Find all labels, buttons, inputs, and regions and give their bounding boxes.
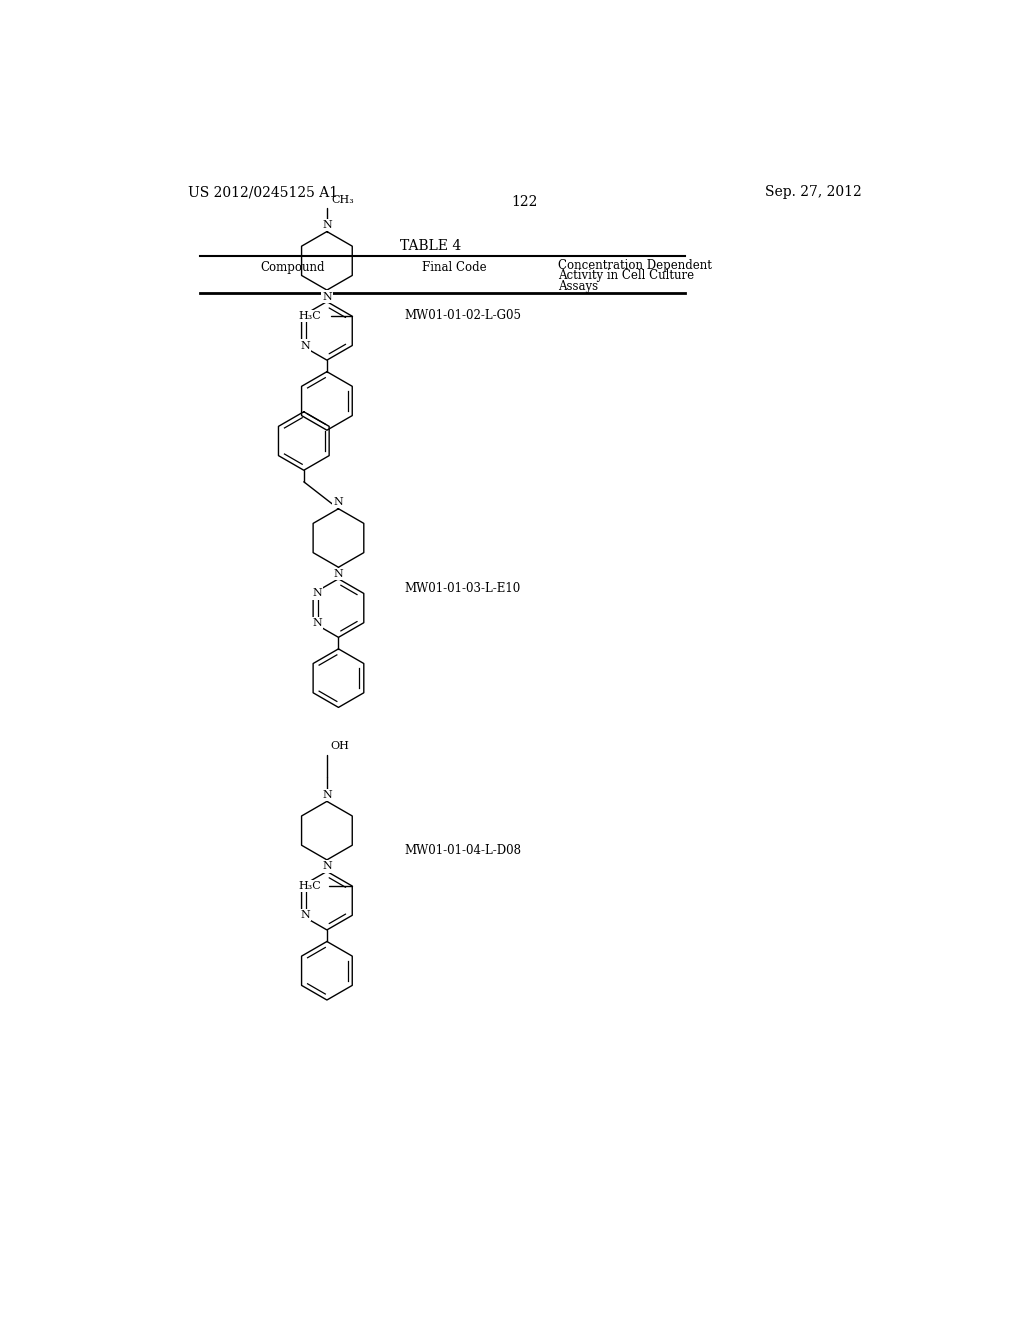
Text: MW01-01-04-L-D08: MW01-01-04-L-D08 xyxy=(403,843,521,857)
Text: N: N xyxy=(334,498,343,507)
Text: Sep. 27, 2012: Sep. 27, 2012 xyxy=(765,185,862,199)
Text: Compound: Compound xyxy=(260,261,325,273)
Text: N: N xyxy=(312,618,322,628)
Text: N: N xyxy=(322,292,332,301)
Text: N: N xyxy=(334,569,343,578)
Text: N: N xyxy=(322,789,332,800)
Text: Final Code: Final Code xyxy=(422,261,486,273)
Text: N: N xyxy=(301,312,310,321)
Text: N: N xyxy=(301,911,310,920)
Text: N: N xyxy=(312,589,322,598)
Text: N: N xyxy=(322,862,332,871)
Text: MW01-01-03-L-E10: MW01-01-03-L-E10 xyxy=(403,582,520,595)
Text: H₃C: H₃C xyxy=(299,312,322,321)
Text: TABLE 4: TABLE 4 xyxy=(400,239,462,253)
Text: 122: 122 xyxy=(512,195,538,210)
Text: H₃C: H₃C xyxy=(299,880,322,891)
Text: Concentration Dependent: Concentration Dependent xyxy=(558,259,712,272)
Text: MW01-01-02-L-G05: MW01-01-02-L-G05 xyxy=(403,309,521,322)
Text: N: N xyxy=(301,880,310,891)
Text: Assays: Assays xyxy=(558,280,598,293)
Text: US 2012/0245125 A1: US 2012/0245125 A1 xyxy=(188,185,339,199)
Text: CH₃: CH₃ xyxy=(332,194,354,205)
Text: N: N xyxy=(301,341,310,351)
Text: N: N xyxy=(322,220,332,230)
Text: OH: OH xyxy=(331,742,349,751)
Text: Activity in Cell Culture: Activity in Cell Culture xyxy=(558,269,694,282)
